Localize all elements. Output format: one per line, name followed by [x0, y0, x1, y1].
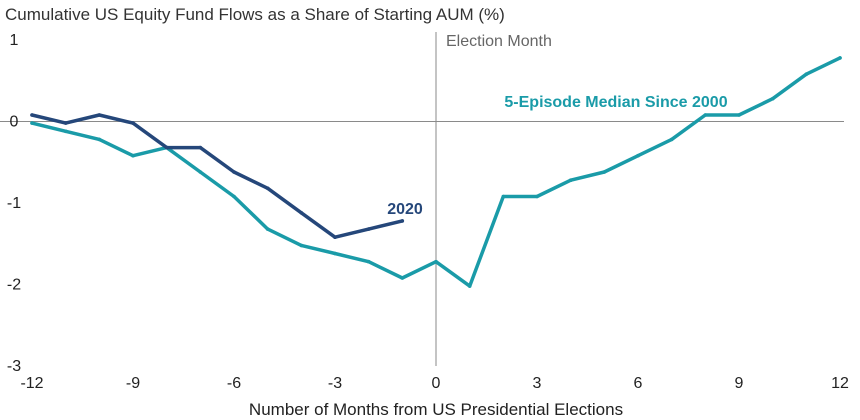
y-tick-label: -3 [7, 358, 21, 375]
data-point [535, 194, 539, 199]
series-label: 2020 [387, 201, 423, 218]
data-point [501, 194, 506, 199]
x-tick-label: 3 [533, 375, 542, 392]
data-point [737, 113, 741, 117]
y-tick-label: -2 [7, 277, 21, 294]
data-point [400, 276, 405, 280]
data-point [131, 121, 135, 125]
data-point [838, 56, 842, 60]
x-tick-label: 0 [432, 375, 441, 392]
data-point [63, 121, 68, 125]
data-point [131, 153, 135, 158]
data-point [164, 145, 169, 150]
data-point [804, 72, 809, 76]
data-point [366, 227, 371, 231]
y-tick-label: 1 [10, 32, 19, 49]
series-label: 5-Episode Median Since 2000 [504, 94, 727, 111]
y-tick-label: 0 [10, 114, 19, 131]
data-point [568, 178, 573, 182]
data-point [97, 137, 102, 142]
data-point [265, 227, 270, 231]
data-point [198, 145, 203, 150]
data-point [232, 170, 236, 174]
data-point [333, 235, 337, 239]
election-month-annotation: Election Month [446, 33, 552, 50]
data-point [265, 186, 270, 191]
x-tick-label: -6 [227, 375, 241, 392]
x-tick-label: 9 [735, 375, 744, 392]
axes-layer: 10-1-2-3-12 -9 -6 -3 0 3 6 9 12 [0, 32, 849, 392]
data-point [299, 243, 304, 248]
data-point [400, 219, 405, 223]
x-tick-label: 12 [831, 375, 849, 392]
x-tick-label: -12 [20, 375, 43, 392]
data-point [63, 129, 68, 134]
data-point [333, 251, 337, 256]
data-point [198, 170, 203, 174]
data-point [703, 113, 708, 117]
x-tick-label: -9 [126, 375, 140, 392]
data-point [434, 259, 438, 264]
data-point [232, 194, 236, 199]
data-point [30, 121, 34, 125]
chart-title: Cumulative US Equity Fund Flows as a Sha… [5, 5, 505, 24]
y-tick-label: -1 [7, 195, 21, 212]
series-labels-layer: 5-Episode Median Since 2000 2020 [387, 94, 727, 218]
data-point [366, 259, 371, 264]
series-line [30, 113, 405, 239]
data-point [770, 96, 775, 101]
data-point [299, 211, 304, 215]
x-axis-label: Number of Months from US Presidential El… [249, 400, 623, 419]
x-tick-label: -3 [328, 375, 342, 392]
data-point [669, 137, 674, 142]
data-point [602, 170, 607, 174]
data-point [636, 153, 640, 158]
data-point [97, 113, 102, 117]
series-1-group [30, 113, 405, 239]
x-tick-label: 6 [634, 375, 643, 392]
data-point [467, 284, 472, 288]
series-layer [30, 56, 842, 288]
data-point [30, 113, 34, 117]
